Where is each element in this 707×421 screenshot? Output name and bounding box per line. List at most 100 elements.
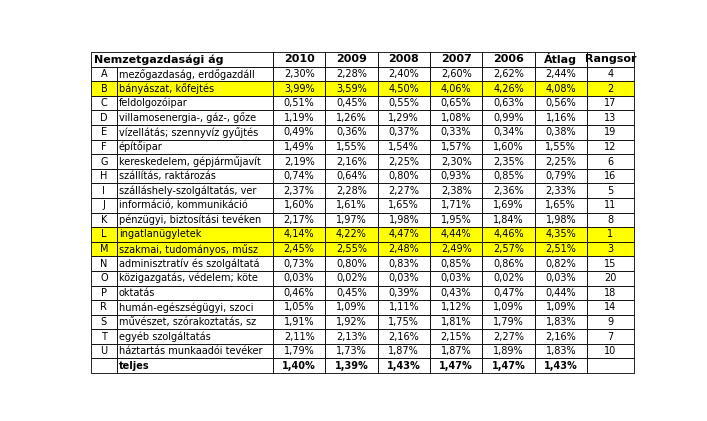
Text: 2,30%: 2,30% [284, 69, 315, 79]
Text: 8: 8 [607, 215, 614, 225]
Text: 0,44%: 0,44% [546, 288, 576, 298]
Bar [534, 358, 587, 373]
Text: 6: 6 [607, 157, 614, 167]
Text: 2,51%: 2,51% [545, 244, 576, 254]
Bar [325, 81, 378, 96]
Text: 4,46%: 4,46% [493, 229, 524, 240]
Text: 0,03%: 0,03% [389, 273, 419, 283]
Bar [273, 315, 325, 329]
Bar [430, 67, 482, 81]
Bar [117, 285, 273, 300]
Text: 1,16%: 1,16% [546, 113, 576, 123]
Bar [482, 140, 534, 154]
Bar [430, 154, 482, 169]
Text: bányászat, kőfejtés: bányászat, kőfejtés [119, 83, 214, 94]
Text: mezőgazdaság, erdőgazdáll: mezőgazdaság, erdőgazdáll [119, 69, 255, 80]
Text: 17: 17 [604, 98, 617, 108]
Bar [378, 67, 430, 81]
Text: M: M [100, 244, 108, 254]
Text: 3,59%: 3,59% [336, 84, 367, 93]
Text: 0,45%: 0,45% [336, 288, 367, 298]
Bar [534, 81, 587, 96]
Bar [91, 140, 117, 154]
Bar [273, 358, 325, 373]
Text: építőipar: építőipar [119, 141, 163, 152]
Bar [534, 256, 587, 271]
Bar [117, 67, 273, 81]
Text: 0,43%: 0,43% [441, 288, 472, 298]
Bar [587, 198, 633, 213]
Bar [587, 184, 633, 198]
Text: 4,14%: 4,14% [284, 229, 315, 240]
Bar [91, 81, 117, 96]
Bar [587, 140, 633, 154]
Text: 1,97%: 1,97% [336, 215, 367, 225]
Bar [325, 169, 378, 184]
Bar [587, 358, 633, 373]
Text: 0,74%: 0,74% [284, 171, 315, 181]
Bar [482, 154, 534, 169]
Bar [91, 110, 117, 125]
Text: 3: 3 [607, 244, 614, 254]
Bar [482, 315, 534, 329]
Bar [534, 67, 587, 81]
Bar [91, 358, 117, 373]
Text: 1,60%: 1,60% [284, 200, 315, 210]
Bar [587, 300, 633, 315]
Text: 2,45%: 2,45% [284, 244, 315, 254]
Text: 4,26%: 4,26% [493, 84, 524, 93]
Bar [587, 52, 633, 67]
Text: Nemzetgazdasági ág: Nemzetgazdasági ág [94, 54, 223, 65]
Text: 0,51%: 0,51% [284, 98, 315, 108]
Text: 16: 16 [604, 171, 617, 181]
Bar [378, 213, 430, 227]
Text: 1,87%: 1,87% [440, 346, 472, 356]
Bar [273, 81, 325, 96]
Text: 2,28%: 2,28% [336, 186, 367, 196]
Text: 0,36%: 0,36% [336, 128, 367, 137]
Bar [273, 67, 325, 81]
Bar [117, 96, 273, 110]
Bar [378, 154, 430, 169]
Text: pénzügyi, biztosítási tevéken: pénzügyi, biztosítási tevéken [119, 215, 261, 225]
Bar [378, 256, 430, 271]
Bar [587, 213, 633, 227]
Bar [378, 344, 430, 358]
Text: A: A [100, 69, 107, 79]
Bar [378, 169, 430, 184]
Text: 2,62%: 2,62% [493, 69, 524, 79]
Text: 3,99%: 3,99% [284, 84, 315, 93]
Bar [534, 242, 587, 256]
Bar [325, 125, 378, 140]
Bar [534, 285, 587, 300]
Bar [117, 358, 273, 373]
Bar [534, 169, 587, 184]
Text: 2,36%: 2,36% [493, 186, 524, 196]
Text: 1,05%: 1,05% [284, 302, 315, 312]
Bar [482, 256, 534, 271]
Bar [91, 213, 117, 227]
Bar [273, 242, 325, 256]
Text: 0,34%: 0,34% [493, 128, 524, 137]
Text: szálláshely-szolgáltatás, ver: szálláshely-szolgáltatás, ver [119, 186, 256, 196]
Bar [91, 344, 117, 358]
Text: T: T [101, 332, 107, 341]
Text: 13: 13 [604, 113, 617, 123]
Bar [91, 67, 117, 81]
Bar [378, 329, 430, 344]
Text: 1,89%: 1,89% [493, 346, 524, 356]
Bar [534, 213, 587, 227]
Bar [273, 271, 325, 285]
Text: 0,37%: 0,37% [388, 128, 419, 137]
Bar [430, 358, 482, 373]
Text: 2,44%: 2,44% [545, 69, 576, 79]
Bar [91, 285, 117, 300]
Bar [325, 271, 378, 285]
Bar [91, 256, 117, 271]
Bar [117, 329, 273, 344]
Bar [587, 242, 633, 256]
Bar [534, 227, 587, 242]
Text: ingatlanügyletek: ingatlanügyletek [119, 229, 201, 240]
Text: művészet, szórakoztatás, sz: művészet, szórakoztatás, sz [119, 317, 256, 327]
Bar [117, 344, 273, 358]
